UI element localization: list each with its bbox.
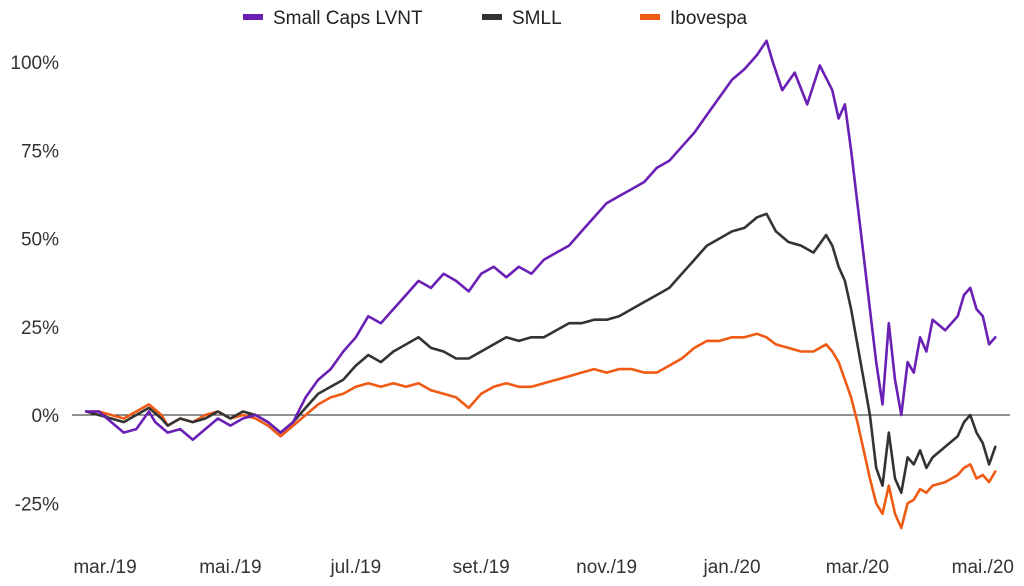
- x-tick-label: mai./19: [199, 557, 261, 578]
- series-line-ibovespa: [84, 332, 997, 530]
- y-tick-label: 0%: [32, 406, 60, 427]
- y-tick-label: 75%: [21, 141, 59, 162]
- legend-item: Small Caps LVNT: [243, 8, 423, 29]
- x-tick-label: jan./20: [702, 557, 760, 578]
- y-tick-label: 50%: [21, 230, 59, 251]
- series-layer: [84, 39, 997, 530]
- y-tick-label: 25%: [21, 318, 59, 339]
- legend-label: Ibovespa: [670, 8, 748, 29]
- legend: Small Caps LVNT SMLL Ibovespa: [243, 8, 748, 29]
- legend-label: Small Caps LVNT: [273, 8, 423, 29]
- x-tick-label: mai./20: [952, 557, 1014, 578]
- x-tick-label: nov./19: [576, 557, 637, 578]
- x-tick-label: mar./19: [73, 557, 136, 578]
- x-tick-label: mar./20: [826, 557, 889, 578]
- legend-swatch: [640, 14, 660, 20]
- x-tick-label: jul./19: [329, 557, 381, 578]
- y-tick-label: 100%: [10, 53, 59, 74]
- x-tick-label: set./19: [453, 557, 510, 578]
- series-line-small-caps-lvnt: [84, 39, 997, 441]
- legend-item: Ibovespa: [640, 8, 748, 29]
- y-axis: 100% 75% 50% 25% 0% -25%: [10, 53, 59, 515]
- series-line-smll: [84, 212, 997, 494]
- legend-label: SMLL: [512, 8, 562, 29]
- y-tick-label: -25%: [15, 494, 59, 515]
- legend-item: SMLL: [482, 8, 562, 29]
- legend-swatch: [243, 14, 263, 20]
- legend-swatch: [482, 14, 502, 20]
- x-axis: mar./19 mai./19 jul./19 set./19 nov./19 jan./…: [73, 557, 1014, 578]
